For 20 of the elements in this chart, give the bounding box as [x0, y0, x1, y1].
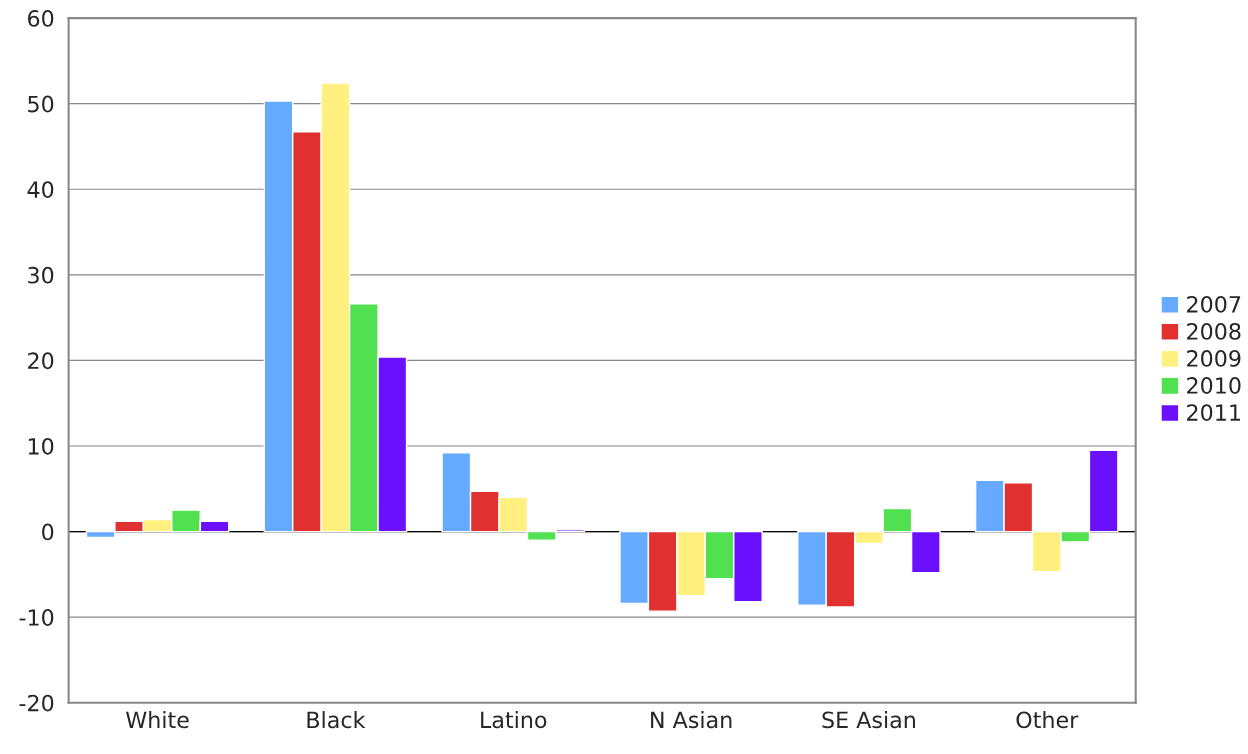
- legend-label: 2009: [1187, 350, 1241, 367]
- y-tick-label: -20: [19, 694, 54, 712]
- legend-label: 2011: [1187, 404, 1240, 421]
- y-tick-label: 0: [42, 523, 54, 541]
- legend-label: 2007: [1187, 295, 1241, 313]
- x-tick-label: White: [125, 711, 189, 729]
- y-tick-label: 50: [28, 95, 54, 113]
- legend-label: 2008: [1187, 322, 1241, 340]
- y-tick-label: -10: [19, 609, 54, 626]
- y-tick-label: 10: [28, 437, 54, 455]
- x-tick-label: Other: [1016, 711, 1079, 729]
- x-tick-label: SE Asian: [822, 711, 915, 729]
- y-tick-label: 60: [28, 10, 54, 27]
- x-tick-label: N Asian: [651, 711, 732, 729]
- x-tick-label: Latino: [481, 711, 547, 729]
- x-tick-label: Black: [307, 711, 366, 729]
- y-tick-label: 20: [28, 352, 54, 370]
- y-tick-label: 30: [28, 266, 54, 284]
- legend-label: 2010: [1187, 377, 1241, 394]
- y-tick-label: 40: [27, 181, 54, 199]
